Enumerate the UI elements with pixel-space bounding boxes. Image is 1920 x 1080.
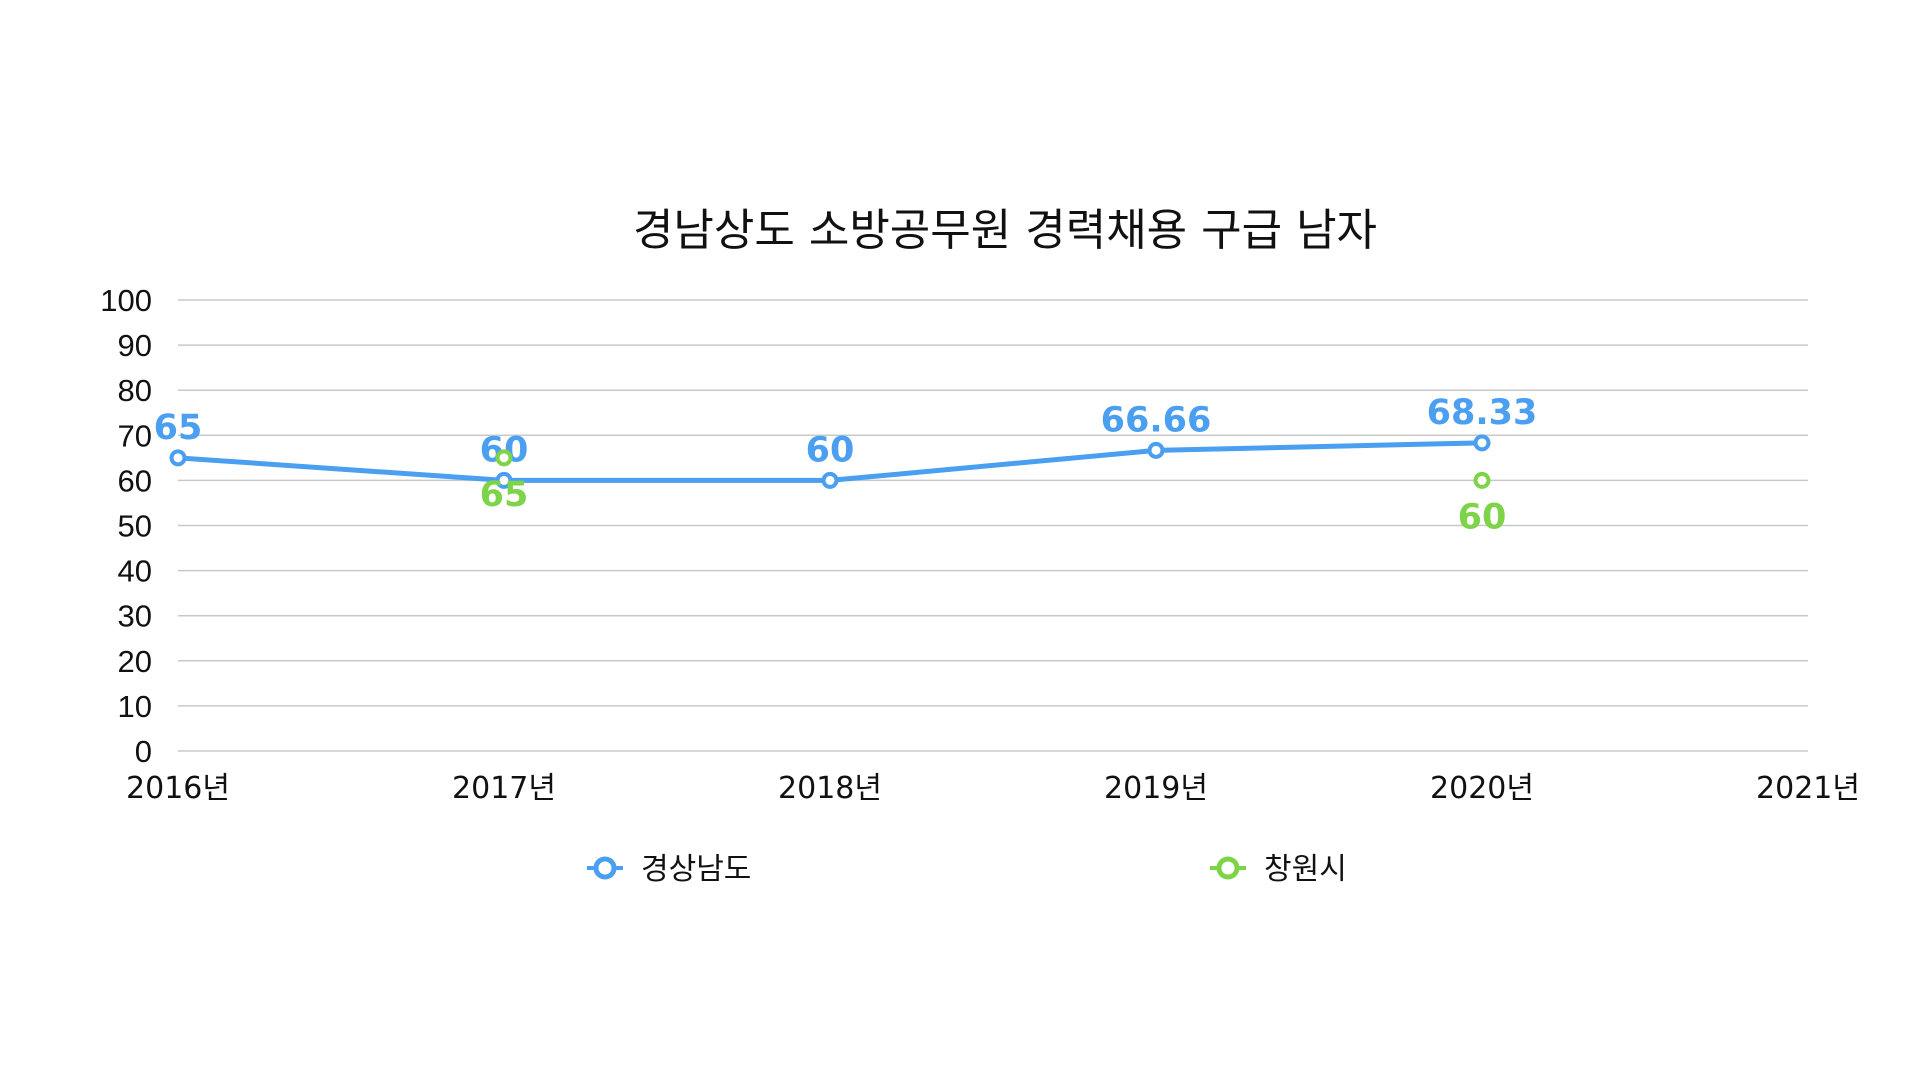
legend: 경상남도 창원시 bbox=[587, 852, 1347, 887]
legend-item: 창원시 bbox=[1210, 852, 1347, 887]
data-point bbox=[495, 449, 513, 467]
x-tick-label: 2019년 bbox=[1104, 771, 1208, 806]
y-tick-label: 80 bbox=[118, 373, 152, 408]
legend-item: 경상남도 bbox=[587, 852, 751, 887]
y-tick-label: 40 bbox=[118, 554, 152, 589]
y-tick-label: 70 bbox=[118, 418, 152, 453]
legend-marker bbox=[593, 856, 617, 880]
data-label: 66.66 bbox=[1101, 400, 1212, 440]
x-tick-label: 2021년 bbox=[1756, 771, 1860, 806]
x-tick-label: 2020년 bbox=[1430, 771, 1534, 806]
y-axis: 0 10 20 30 40 50 60 70 80 90 100 bbox=[100, 283, 152, 769]
legend-label: 경상남도 bbox=[641, 852, 751, 887]
x-tick-label: 2018년 bbox=[778, 771, 882, 806]
y-tick-label: 100 bbox=[100, 283, 152, 318]
chart-title: 경남상도 소방공무원 경력채용 구급 남자 bbox=[633, 205, 1377, 256]
y-tick-label: 0 bbox=[135, 734, 152, 769]
x-axis: 2016년 2017년 2018년 2019년 2020년 2021년 bbox=[126, 771, 1860, 806]
grid-lines bbox=[178, 299, 1808, 752]
y-tick-label: 50 bbox=[118, 509, 152, 544]
y-tick-label: 10 bbox=[118, 689, 152, 724]
y-tick-label: 60 bbox=[118, 463, 152, 498]
data-label: 60 bbox=[1458, 497, 1507, 537]
x-tick-label: 2017년 bbox=[452, 771, 556, 806]
data-point bbox=[495, 471, 513, 489]
data-point bbox=[821, 471, 839, 489]
data-point bbox=[1473, 434, 1491, 452]
y-tick-label: 20 bbox=[118, 644, 152, 679]
data-label: 65 bbox=[154, 408, 203, 448]
series-2: 65 60 bbox=[480, 449, 1507, 537]
y-tick-label: 90 bbox=[118, 328, 152, 363]
data-label: 60 bbox=[806, 430, 855, 470]
data-label: 68.33 bbox=[1427, 393, 1538, 433]
data-point bbox=[169, 449, 187, 467]
y-tick-label: 30 bbox=[118, 599, 152, 634]
x-tick-label: 2016년 bbox=[126, 771, 230, 806]
data-point bbox=[1147, 441, 1165, 459]
legend-label: 창원시 bbox=[1264, 852, 1347, 887]
legend-marker bbox=[1216, 856, 1240, 880]
data-point bbox=[1473, 471, 1491, 489]
data-label: 65 bbox=[480, 475, 529, 515]
